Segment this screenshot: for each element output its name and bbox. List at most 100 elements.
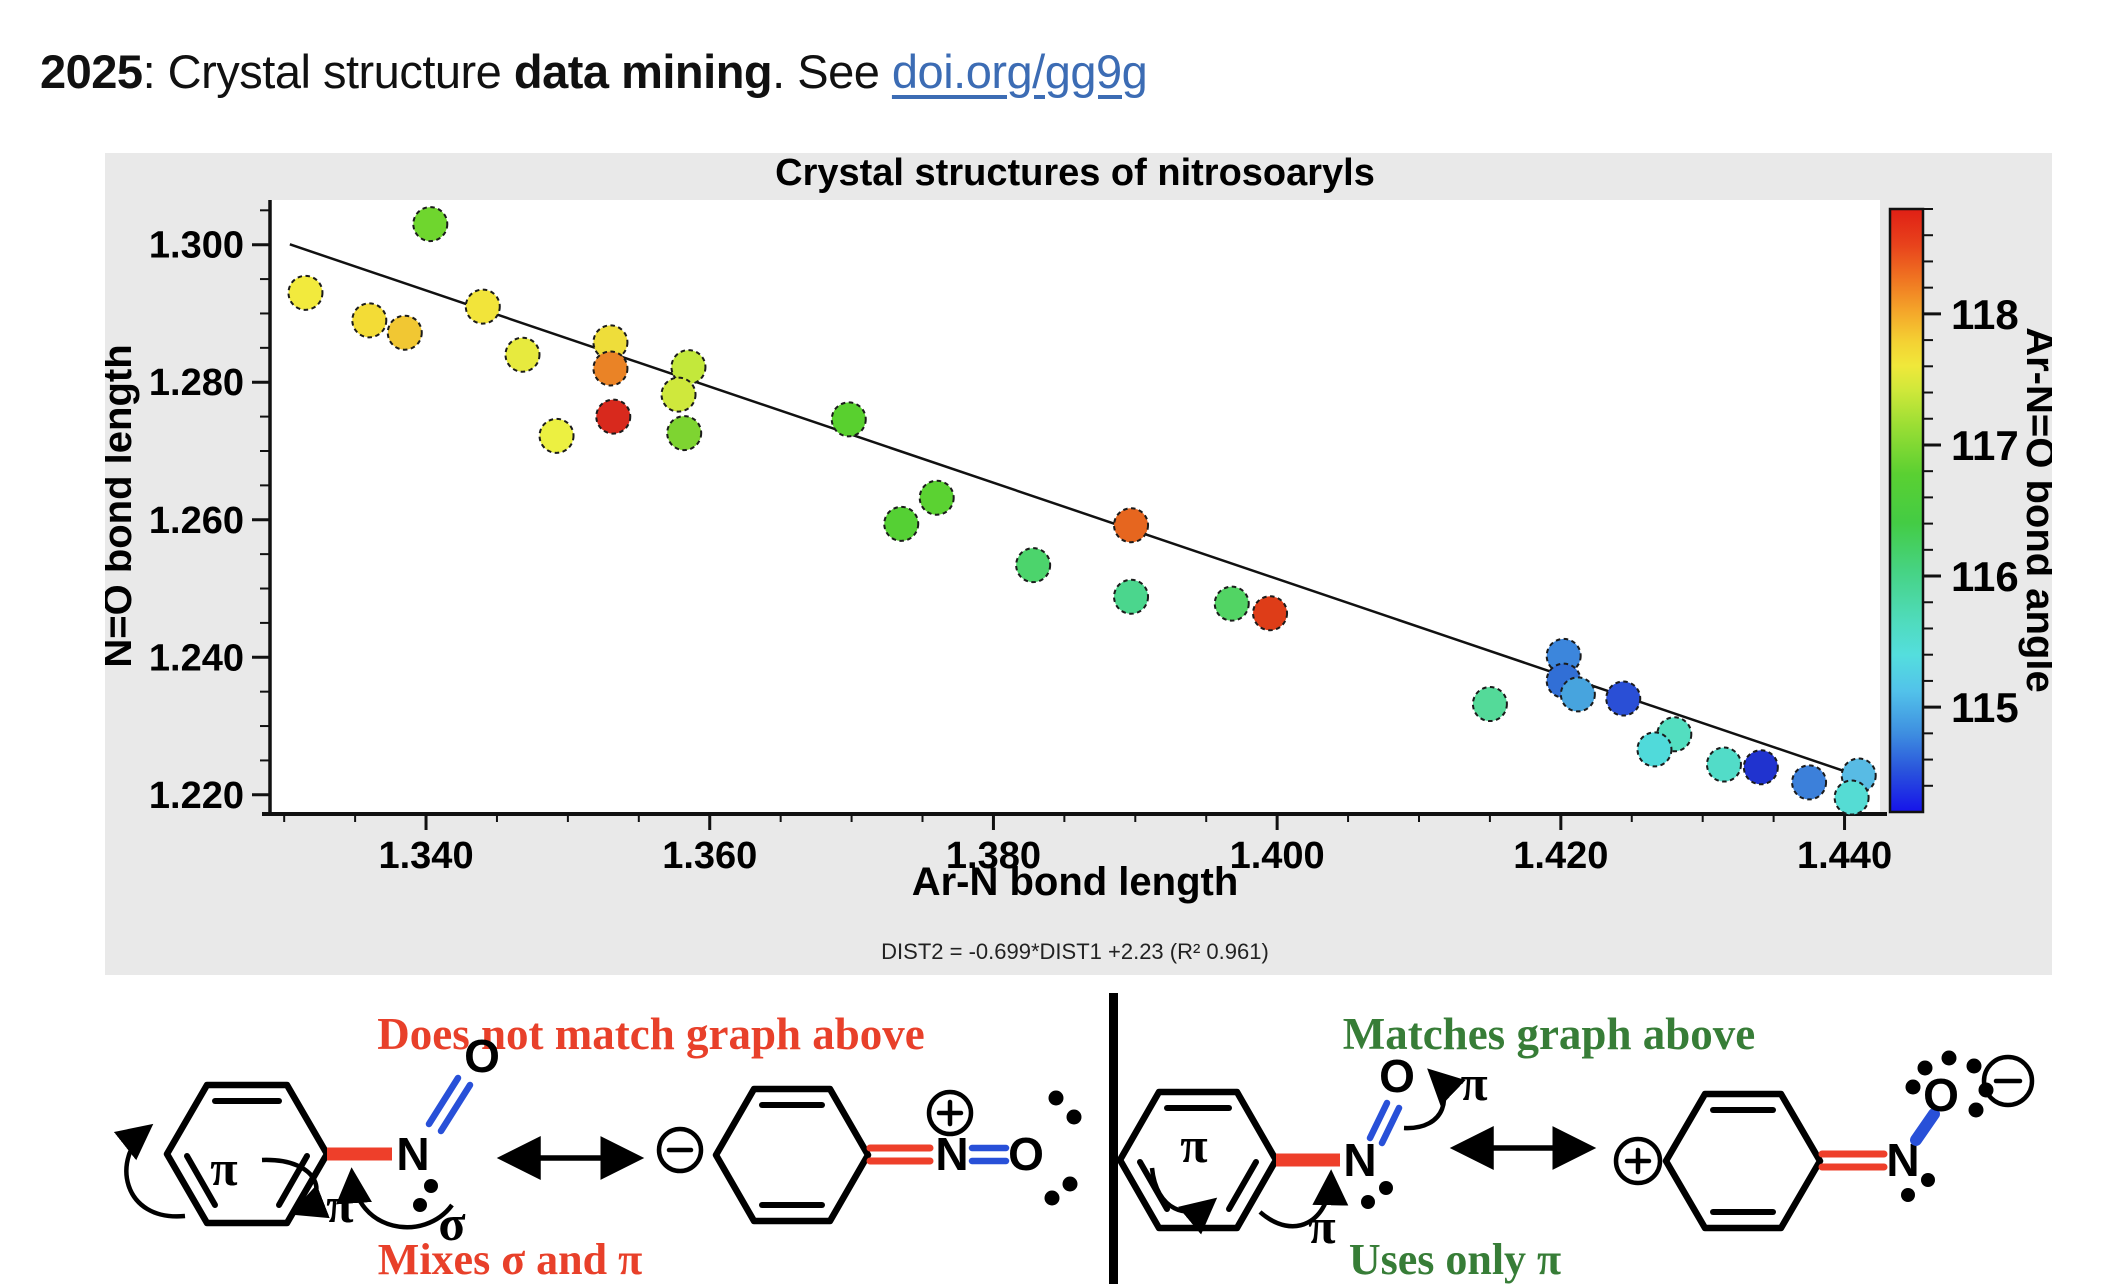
title-suffix: . See xyxy=(772,45,892,98)
title-middle: : Crystal structure xyxy=(142,45,514,98)
structure-quinoid-left: N O xyxy=(656,1085,1082,1225)
colorbar-tick-label: 115 xyxy=(1951,684,2019,731)
resonance-structures: N O σ π π N O xyxy=(113,1030,2035,1254)
lone-pair-dot xyxy=(1901,1188,1915,1202)
cyclohexadiene-ring xyxy=(1662,1090,1824,1232)
doi-link[interactable]: doi.org/gg9g xyxy=(891,45,1148,98)
colorbar xyxy=(1888,207,1925,814)
benzene-ring xyxy=(1116,1088,1280,1232)
lone-pair-dot xyxy=(413,1198,427,1212)
pi-label: π xyxy=(210,1140,237,1196)
lone-pair-dot xyxy=(1968,1102,1984,1118)
lone-pair-dot xyxy=(1379,1181,1393,1195)
x-tick-label: 1.440 xyxy=(1797,835,1892,877)
curved-arrow xyxy=(1403,1068,1466,1131)
data-point xyxy=(386,314,423,351)
data-point xyxy=(1636,731,1673,768)
curved-arrow xyxy=(261,1157,330,1219)
atom-n: N xyxy=(935,1128,968,1180)
x-tick-label: 1.340 xyxy=(378,835,473,877)
pi-label: π xyxy=(1180,1117,1207,1173)
pi-label: π xyxy=(326,1177,353,1233)
lone-pair-dot xyxy=(1921,1173,1935,1187)
data-point xyxy=(1559,676,1596,713)
lone-pair-dot xyxy=(1361,1195,1375,1209)
data-point xyxy=(351,302,388,339)
data-point xyxy=(666,415,703,452)
title-year: 2025 xyxy=(40,45,143,98)
lone-pair-dot xyxy=(1066,1109,1082,1125)
chart-title: Crystal structures of nitrosoaryls xyxy=(775,153,1375,194)
fit-line xyxy=(289,243,1872,782)
atom-o: O xyxy=(1923,1069,1959,1121)
curved-arrow xyxy=(1149,1167,1218,1235)
atom-n: N xyxy=(1343,1134,1376,1186)
x-tick-label: 1.400 xyxy=(1230,835,1325,877)
data-point xyxy=(1605,680,1642,717)
n-o-double-bond-blue xyxy=(1378,1104,1403,1147)
lone-pair-dot xyxy=(1044,1190,1060,1206)
sigma-label: σ xyxy=(438,1195,465,1251)
title-bold-phrase: data mining xyxy=(513,45,773,98)
y-tick-label: 1.260 xyxy=(149,500,244,542)
plot-layer: 1.340 1.360 1.380 1.400 1.420 1.440 1.300 1.280… xyxy=(149,200,2019,877)
colorbar-tick-label: 118 xyxy=(1951,291,2019,338)
lone-pair-dot xyxy=(1966,1058,1982,1074)
cyclohexadiene-ring xyxy=(712,1085,872,1225)
minus-charge-icon xyxy=(1981,1054,2035,1108)
y-tick-label: 1.300 xyxy=(149,225,244,267)
curved-arrow xyxy=(1258,1169,1349,1229)
colorbar-tick-label: 117 xyxy=(1951,422,2019,469)
atom-o: O xyxy=(1379,1050,1415,1102)
data-point xyxy=(1252,595,1289,632)
y-tick-label: 1.280 xyxy=(149,362,244,404)
data-point xyxy=(1705,746,1742,783)
double-bond xyxy=(184,1153,218,1208)
lone-pair-dot xyxy=(1978,1082,1994,1098)
data-point xyxy=(1213,585,1250,622)
scatter-chart: 1.340 1.360 1.380 1.400 1.420 1.440 1.300 1.280… xyxy=(96,152,2062,964)
lone-pair-dot xyxy=(424,1179,438,1193)
data-point xyxy=(538,417,575,454)
data-point xyxy=(1471,686,1508,723)
plot-area xyxy=(270,200,1880,812)
colorbar-tick-label: 116 xyxy=(1951,553,2019,600)
benzene-ring xyxy=(163,1081,331,1227)
data-point xyxy=(1015,547,1052,584)
data-point xyxy=(412,206,449,243)
data-point xyxy=(1791,764,1828,801)
x-tick-label: 1.380 xyxy=(946,835,1041,877)
left-panel-caption: Mixes σ and π xyxy=(377,1235,643,1284)
y-tick-label: 1.240 xyxy=(149,637,244,679)
structure-mixes-sigma-pi: N O σ π π xyxy=(113,1030,500,1251)
data-point xyxy=(1833,779,1870,816)
data-point xyxy=(1113,507,1150,544)
data-point xyxy=(287,274,324,311)
atom-n: N xyxy=(396,1128,429,1180)
n-o-bond-blue xyxy=(1910,1108,1940,1146)
data-point xyxy=(918,479,955,516)
data-point xyxy=(830,401,867,438)
y-axis-label: N=O bond length xyxy=(105,344,140,667)
double-bond xyxy=(1226,1159,1259,1212)
curved-arrow xyxy=(336,1167,454,1230)
lone-pair-dot xyxy=(1905,1079,1921,1095)
plus-charge-icon xyxy=(926,1089,974,1137)
colorbar-label: Ar-N=O bond angle xyxy=(2018,327,2052,693)
data-point xyxy=(592,350,629,387)
data-point xyxy=(883,505,920,542)
x-tick-label: 1.420 xyxy=(1513,835,1608,877)
plus-charge-icon xyxy=(1613,1136,1663,1186)
data-point xyxy=(1113,578,1150,615)
pi-label: π xyxy=(1308,1198,1335,1254)
page-title: 2025: Crystal structure data mining. See… xyxy=(40,44,1148,99)
atom-o: O xyxy=(464,1030,500,1082)
x-axis-label: Ar-N bond length xyxy=(912,860,1239,904)
n-o-double-bond-blue xyxy=(1366,1099,1391,1142)
n-o-double-bond-blue xyxy=(425,1074,462,1128)
data-point xyxy=(464,288,501,325)
right-panel-caption: Uses only π xyxy=(1348,1235,1562,1284)
panel-divider xyxy=(1109,993,1118,1284)
x-tick-label: 1.360 xyxy=(662,835,757,877)
chart-panel: 1.340 1.360 1.380 1.400 1.420 1.440 1.300 1.280… xyxy=(96,152,2062,975)
